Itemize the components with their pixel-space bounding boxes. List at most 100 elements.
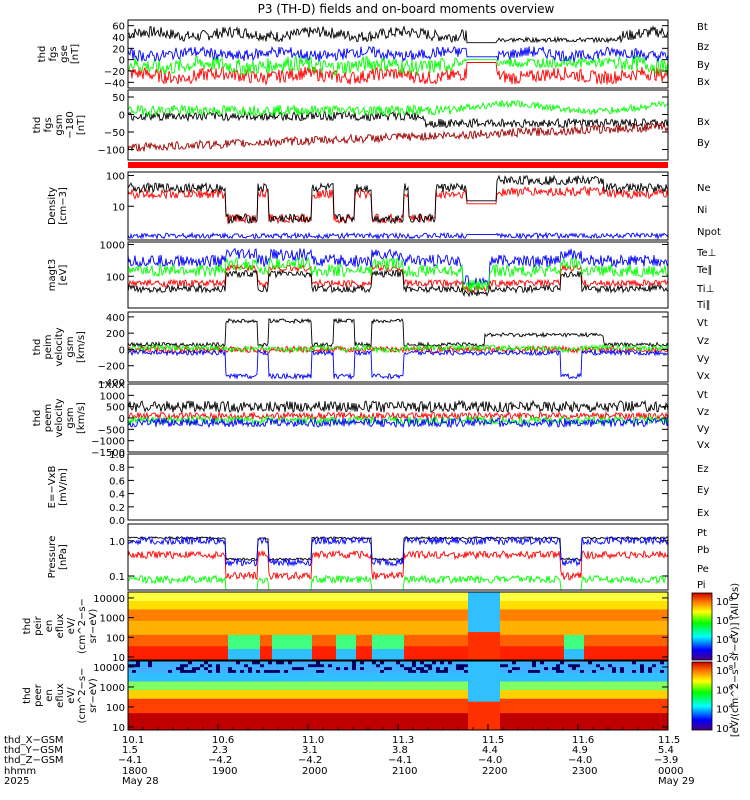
heatmap-cell <box>308 628 313 633</box>
heatmap-cell <box>308 620 313 624</box>
heatmap-cell <box>380 600 385 604</box>
heatmap-cell <box>580 594 585 599</box>
heatmap-cell <box>492 592 497 596</box>
heatmap-cell <box>260 715 265 719</box>
heatmap-cell <box>196 675 201 679</box>
heatmap-cell <box>140 645 145 650</box>
heatmap-cell <box>276 666 281 671</box>
heatmap-cell <box>304 704 309 708</box>
heatmap-cell <box>316 611 321 616</box>
heatmap-cell <box>416 628 421 633</box>
heatmap-cell <box>160 692 165 696</box>
heatmap-cell <box>368 631 373 635</box>
heatmap-cell <box>152 609 157 613</box>
heatmap-cell <box>620 609 625 613</box>
heatmap-cell <box>208 628 213 633</box>
heatmap-cell <box>436 592 441 596</box>
heatmap-cell <box>420 603 425 607</box>
heatmap-cell <box>204 663 209 668</box>
heatmap-cell <box>208 617 213 621</box>
heatmap-cell <box>288 695 293 699</box>
heatmap-cell <box>308 600 313 604</box>
heatmap-cell <box>220 592 225 596</box>
heatmap-cell <box>128 712 133 717</box>
heatmap-cell <box>364 686 369 691</box>
heatmap-cell <box>132 678 137 682</box>
heatmap-cell <box>612 609 617 613</box>
heatmap-cell <box>392 645 397 650</box>
heatmap-cell <box>640 657 645 661</box>
heatmap-cell <box>136 666 141 671</box>
heatmap-cell <box>200 689 205 694</box>
heatmap-cell <box>308 669 313 673</box>
heatmap-cell <box>600 594 605 599</box>
heatmap-cell <box>464 637 469 641</box>
heatmap-cell <box>548 617 553 621</box>
heatmap-cell <box>256 701 261 705</box>
heatmap-cell <box>592 623 597 627</box>
heatmap-cell <box>360 727 365 731</box>
heatmap-cell <box>488 643 493 647</box>
heatmap-cell <box>380 684 385 688</box>
heatmap-cell <box>448 640 453 644</box>
heatmap-cell <box>424 628 429 633</box>
heatmap-cell <box>340 597 345 601</box>
heatmap-cell <box>136 672 141 676</box>
heatmap-cell <box>536 597 541 601</box>
heatmap-cell <box>420 614 425 618</box>
heatmap-cell <box>232 715 237 719</box>
heatmap-cell <box>352 614 357 618</box>
heatmap-cell <box>300 631 305 635</box>
heatmap-cell <box>616 592 621 596</box>
heatmap-cell <box>160 704 165 708</box>
heatmap-cell <box>368 686 373 691</box>
heatmap-cell <box>248 663 253 668</box>
heatmap-cell <box>252 637 257 641</box>
heatmap-cell <box>456 623 461 627</box>
heatmap-cell <box>440 611 445 616</box>
heatmap-cell <box>476 620 481 624</box>
heatmap-cell <box>464 597 469 601</box>
y-tick-label: 0.6 <box>109 476 125 487</box>
heatmap-cell <box>320 597 325 601</box>
heatmap-cell <box>184 709 189 714</box>
heatmap-cell <box>160 645 165 650</box>
heatmap-cell <box>252 645 257 650</box>
heatmap-cell <box>328 637 333 641</box>
heatmap-cell <box>196 606 201 610</box>
heatmap-cell <box>640 623 645 627</box>
heatmap-cell <box>400 631 405 635</box>
heatmap-cell <box>484 651 489 655</box>
heatmap-cell <box>364 692 369 696</box>
heatmap-cell <box>212 684 217 688</box>
heatmap-cell <box>300 704 305 708</box>
heatmap-cell <box>272 643 277 647</box>
heatmap-cell <box>140 724 145 728</box>
heatmap-cell <box>248 623 253 627</box>
heatmap-cell <box>268 603 273 607</box>
heatmap-cell <box>292 606 297 610</box>
heatmap-cell <box>172 611 177 616</box>
heatmap-cell <box>160 712 165 717</box>
heatmap-cell <box>248 645 253 650</box>
heatmap-cell <box>600 611 605 616</box>
heatmap-cell <box>636 611 641 616</box>
heatmap-cell <box>616 623 621 627</box>
heatmap-cell <box>324 600 329 604</box>
heatmap-cell <box>404 600 409 604</box>
heatmap-cell <box>228 614 233 618</box>
heatmap-cell <box>212 704 217 708</box>
heatmap-cell <box>456 600 461 604</box>
heatmap-cell <box>600 657 605 661</box>
heatmap-cell <box>284 654 289 658</box>
heatmap-cell <box>212 663 217 668</box>
heatmap-cell <box>496 609 501 613</box>
heatmap-cell <box>272 617 277 621</box>
heatmap-cell <box>284 611 289 616</box>
heatmap-cell <box>284 721 289 725</box>
heatmap-cell <box>300 715 305 719</box>
heatmap-cell <box>232 684 237 688</box>
heatmap-cell <box>204 721 209 725</box>
heatmap-cell <box>356 692 361 696</box>
heatmap-cell <box>372 637 377 641</box>
